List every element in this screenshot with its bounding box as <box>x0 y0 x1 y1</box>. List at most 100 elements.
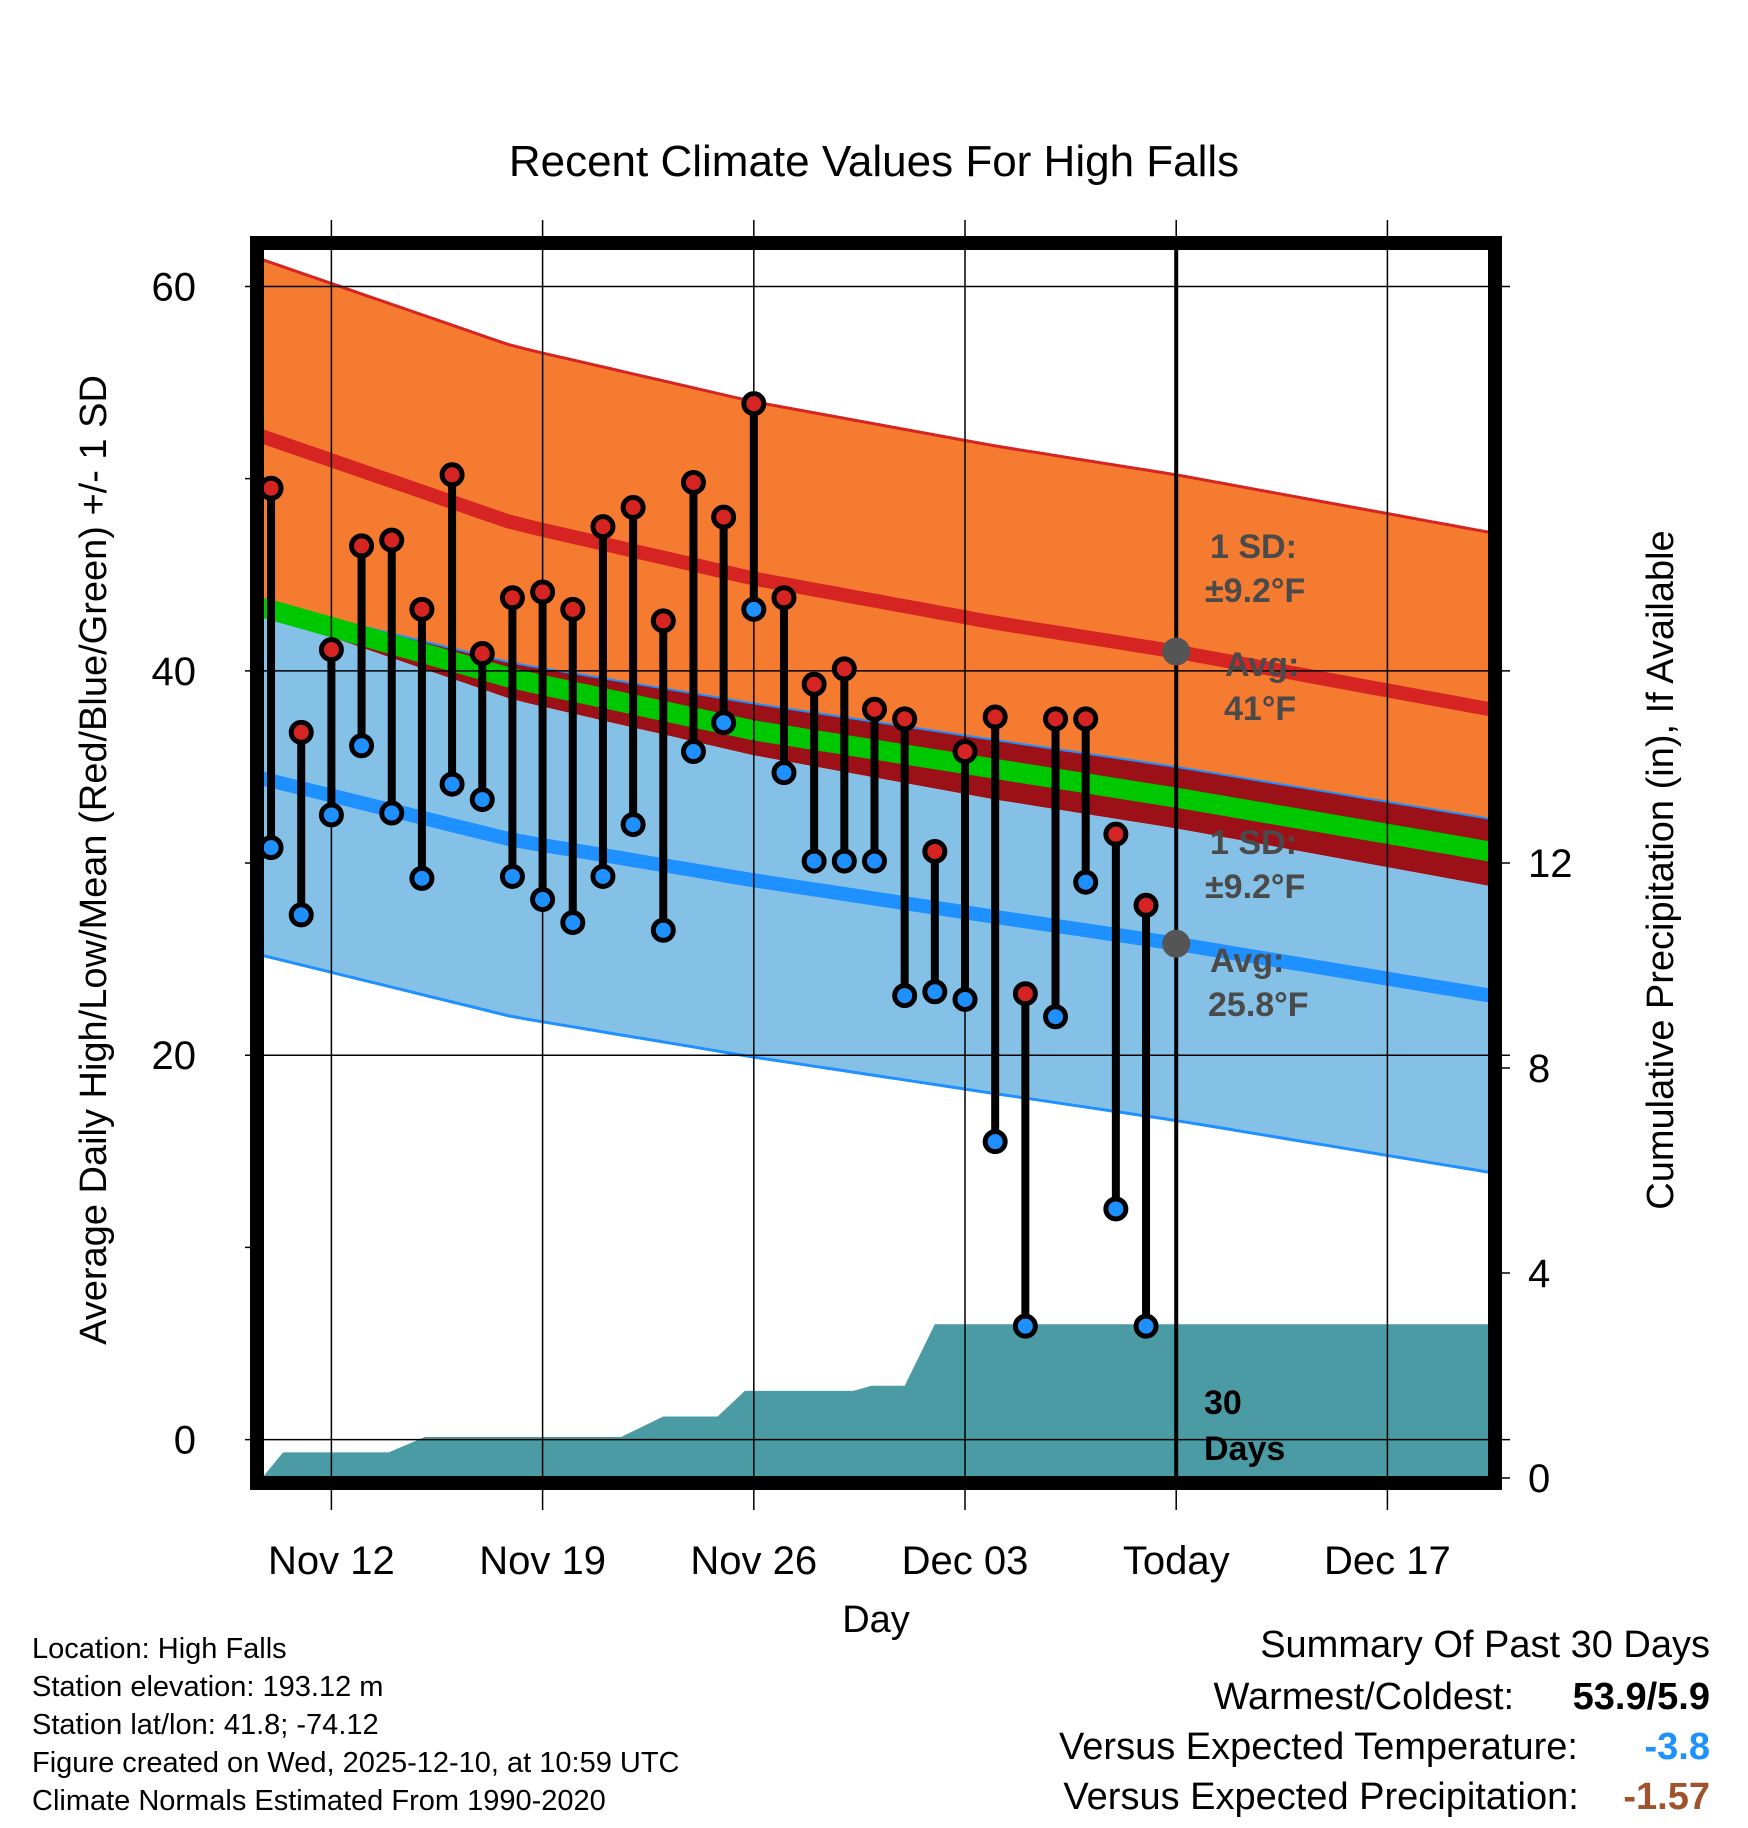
high-sd-annotation-line1: 1 SD: <box>1210 528 1297 566</box>
window-annotation-line2: Days <box>1204 1430 1285 1468</box>
chart-title: Recent Climate Values For High Falls <box>509 137 1239 186</box>
x-tick-label: Nov 19 <box>479 1539 606 1583</box>
summary-temp-value: -3.8 <box>1644 1726 1710 1768</box>
daily-high-point <box>861 696 887 722</box>
x-tick-label: Dec 03 <box>902 1539 1029 1583</box>
daily-high-point <box>831 656 857 682</box>
low-avg-annotation-line2: 25.8°F <box>1208 986 1309 1024</box>
y2-tick-label: 12 <box>1528 842 1573 886</box>
window-annotation-line1: 30 <box>1204 1384 1242 1422</box>
y-tick-label: 20 <box>152 1034 197 1078</box>
y2-tick-label: 8 <box>1528 1047 1550 1091</box>
high-sd-annotation-line2: ±9.2°F <box>1205 572 1305 610</box>
daily-high-point <box>349 533 375 559</box>
plot-frame <box>250 236 1502 1490</box>
daily-high-point <box>318 637 344 663</box>
daily-high-point <box>590 514 616 540</box>
daily-high-point <box>952 739 978 765</box>
today-low-avg-point <box>1162 929 1191 958</box>
daily-low-point <box>620 812 646 838</box>
x-axis-label: Day <box>842 1599 910 1641</box>
summary-precip-value: -1.57 <box>1623 1776 1710 1818</box>
daily-low-point <box>982 1129 1008 1155</box>
daily-high-point <box>288 719 314 745</box>
daily-high-point <box>1103 821 1129 847</box>
daily-high-point <box>801 671 827 697</box>
summary-temp-label: Versus Expected Temperature: <box>1059 1726 1578 1768</box>
daily-low-point <box>741 596 767 622</box>
daily-low-point <box>258 835 284 861</box>
y2-axis-label: Cumulative Precipitation (in), If Availa… <box>1640 530 1682 1209</box>
y2-tick-label: 0 <box>1528 1457 1550 1501</box>
summary-heading: Summary Of Past 30 Days <box>1260 1624 1710 1666</box>
daily-low-point <box>288 902 314 928</box>
daily-low-point <box>318 802 344 828</box>
daily-high-point <box>1043 706 1069 732</box>
daily-low-point <box>1133 1313 1159 1339</box>
daily-high-point <box>560 596 586 622</box>
daily-low-point <box>801 848 827 874</box>
high-avg-line <box>262 429 1490 717</box>
daily-low-point <box>560 910 586 936</box>
x-tick-label: Nov 26 <box>690 1539 817 1583</box>
summary-temp-row: Versus Expected Temperature: -3.8 <box>1059 1726 1710 1769</box>
y2-tick-label: 4 <box>1528 1252 1550 1296</box>
daily-low-point <box>861 848 887 874</box>
daily-low-point <box>349 733 375 759</box>
daily-low-point <box>439 771 465 797</box>
daily-low-point <box>1103 1196 1129 1222</box>
daily-low-point <box>530 887 556 913</box>
daily-low-point <box>469 787 495 813</box>
summary-precip-row: Versus Expected Precipitation: -1.57 <box>1063 1776 1710 1819</box>
summary-precip-label: Versus Expected Precipitation: <box>1063 1776 1579 1818</box>
daily-low-point <box>892 983 918 1009</box>
daily-high-point <box>892 706 918 732</box>
daily-low-point <box>1073 869 1099 895</box>
footer-metadata: Location: High Falls Station elevation: … <box>32 1630 680 1820</box>
summary-warmest-value: 53.9/5.9 <box>1572 1676 1710 1718</box>
high-upper-sd-line <box>262 258 1490 534</box>
y-axis-label: Average Daily High/Low/Mean (Red/Blue/Gr… <box>73 375 115 1345</box>
high-avg-annotation-line2: 41°F <box>1224 690 1296 728</box>
daily-high-point <box>258 475 284 501</box>
daily-high-point <box>530 579 556 605</box>
daily-low-point <box>499 863 525 889</box>
low-avg-annotation-line1: Avg: <box>1210 942 1284 980</box>
daily-low-point <box>831 848 857 874</box>
daily-low-point <box>379 800 405 826</box>
daily-high-point <box>1133 892 1159 918</box>
x-tick-label: Today <box>1123 1539 1230 1583</box>
low-avg-line <box>262 771 1490 1003</box>
daily-low-point <box>952 986 978 1012</box>
daily-high-point <box>680 469 706 495</box>
summary-warmest-label: Warmest/Coldest: <box>1213 1676 1515 1718</box>
low-sd-annotation-line2: ±9.2°F <box>1205 868 1305 906</box>
precip-area <box>262 1324 1490 1478</box>
y-tick-label: 40 <box>152 650 197 694</box>
daily-low-point <box>922 979 948 1005</box>
daily-low-point <box>409 865 435 891</box>
today-high-avg-point <box>1162 637 1191 666</box>
daily-low-point <box>590 863 616 889</box>
footer-location: Location: High Falls <box>32 1633 287 1665</box>
footer-latlon: Station lat/lon: 41.8; -74.12 <box>32 1709 379 1741</box>
low-sd-annotation-line1: 1 SD: <box>1210 824 1297 862</box>
daily-high-point <box>922 838 948 864</box>
daily-low-point <box>650 917 676 943</box>
daily-low-point <box>680 739 706 765</box>
daily-high-point <box>439 462 465 488</box>
daily-high-point <box>469 641 495 667</box>
daily-high-point <box>1073 706 1099 732</box>
daily-high-point <box>499 585 525 611</box>
high-sd-band <box>262 259 1490 887</box>
daily-high-point <box>982 704 1008 730</box>
daily-low-point <box>771 760 797 786</box>
footer-elevation: Station elevation: 193.12 m <box>32 1671 384 1703</box>
y-tick-label: 0 <box>174 1419 196 1463</box>
daily-high-point <box>741 391 767 417</box>
daily-high-point <box>711 504 737 530</box>
daily-high-point <box>620 494 646 520</box>
daily-low-point <box>1012 1313 1038 1339</box>
daily-high-point <box>379 527 405 553</box>
